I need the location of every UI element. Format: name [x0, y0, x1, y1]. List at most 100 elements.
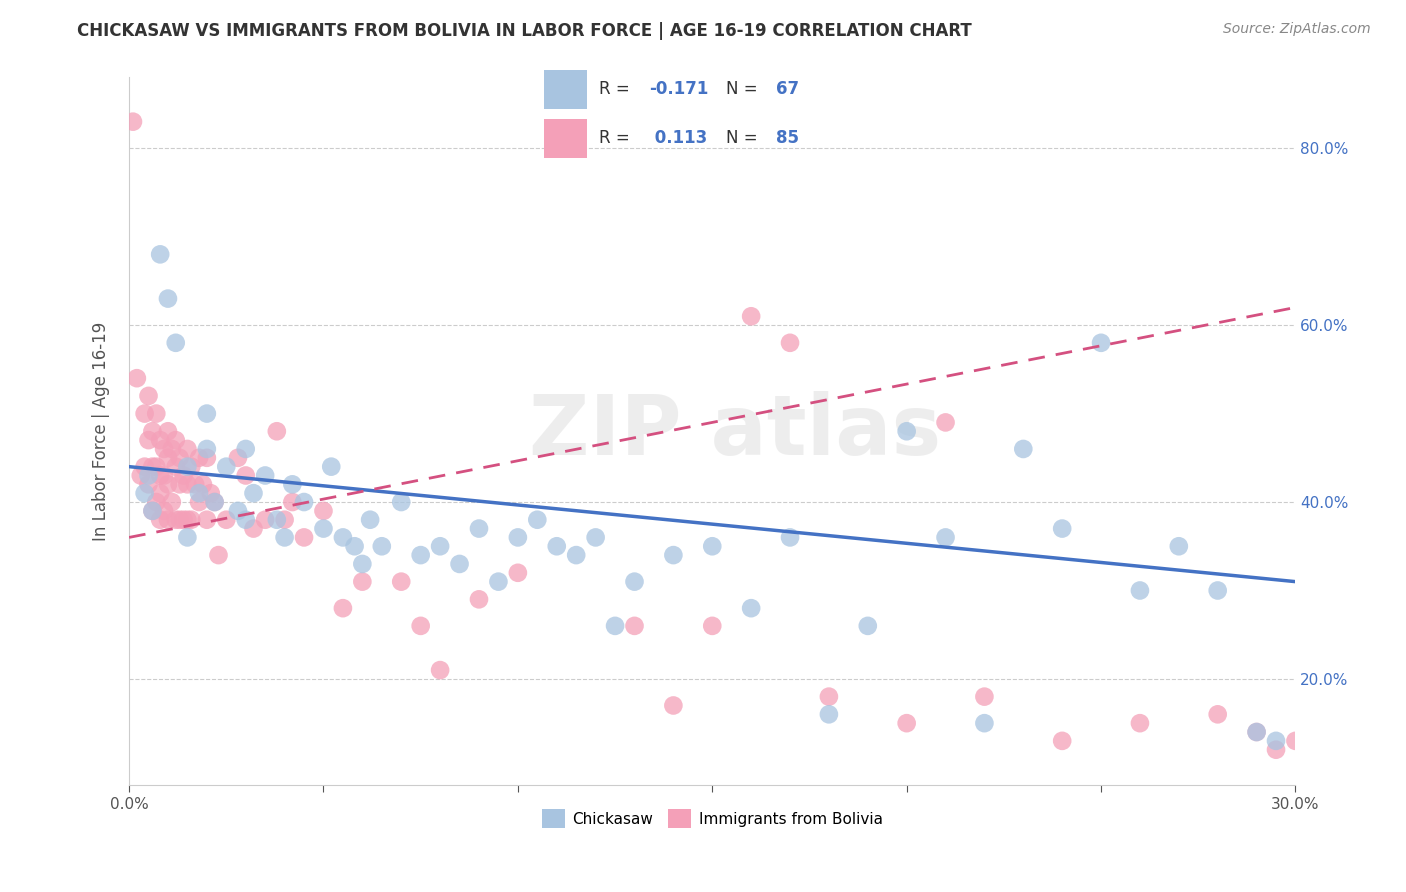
Point: [125, 371, 148, 385]
Point: [173, 513, 195, 527]
Point: [818, 690, 841, 704]
Point: [165, 459, 187, 474]
Point: [343, 539, 366, 553]
Point: [429, 663, 451, 677]
Point: [141, 459, 163, 474]
Point: [973, 690, 995, 704]
Point: [160, 442, 183, 456]
Point: [585, 530, 607, 544]
Point: [235, 468, 257, 483]
Point: [200, 486, 222, 500]
Text: ZIP atlas: ZIP atlas: [530, 391, 942, 472]
Point: [1206, 583, 1229, 598]
Text: R =: R =: [599, 80, 636, 98]
Point: [235, 513, 257, 527]
Point: [149, 433, 172, 447]
Point: [506, 530, 529, 544]
Point: [488, 574, 510, 589]
Point: [176, 530, 198, 544]
Point: [1284, 734, 1306, 748]
Point: [1129, 583, 1152, 598]
Point: [149, 247, 172, 261]
Point: [468, 592, 491, 607]
Point: [138, 468, 160, 483]
Point: [242, 522, 264, 536]
Point: [1265, 742, 1288, 756]
Point: [195, 442, 218, 456]
Point: [1129, 716, 1152, 731]
Point: [1246, 725, 1268, 739]
Point: [180, 459, 202, 474]
Bar: [544, 70, 586, 109]
Point: [973, 716, 995, 731]
Point: [169, 513, 191, 527]
Point: [266, 513, 288, 527]
Point: [153, 468, 176, 483]
Point: [145, 459, 167, 474]
Point: [254, 513, 277, 527]
Point: [160, 495, 183, 509]
Point: [149, 486, 172, 500]
Bar: [544, 119, 586, 158]
Point: [371, 539, 394, 553]
Point: [153, 504, 176, 518]
Text: R =: R =: [599, 129, 636, 147]
Point: [1012, 442, 1035, 456]
Point: [134, 486, 156, 500]
Point: [321, 459, 343, 474]
Text: 0.113: 0.113: [648, 129, 707, 147]
Point: [856, 619, 879, 633]
Point: [352, 557, 374, 571]
Point: [169, 450, 191, 465]
Point: [122, 114, 145, 128]
Text: 85: 85: [776, 129, 799, 147]
Point: [145, 407, 167, 421]
Point: [935, 416, 957, 430]
Point: [180, 513, 202, 527]
Point: [740, 310, 762, 324]
Point: [191, 477, 214, 491]
Point: [468, 522, 491, 536]
Point: [149, 468, 172, 483]
Point: [1206, 707, 1229, 722]
Point: [1265, 734, 1288, 748]
Y-axis label: In Labor Force | Age 16-19: In Labor Force | Age 16-19: [93, 322, 110, 541]
Point: [273, 530, 295, 544]
Point: [662, 698, 685, 713]
Point: [312, 504, 335, 518]
Point: [779, 530, 801, 544]
Point: [352, 574, 374, 589]
Point: [156, 292, 179, 306]
Point: [429, 539, 451, 553]
Point: [141, 504, 163, 518]
Point: [281, 477, 304, 491]
Point: [176, 459, 198, 474]
Point: [226, 450, 249, 465]
Point: [702, 619, 724, 633]
Point: [603, 619, 626, 633]
Point: [149, 513, 172, 527]
Point: [165, 335, 187, 350]
Point: [145, 495, 167, 509]
Text: -0.171: -0.171: [648, 80, 709, 98]
Point: [138, 389, 160, 403]
Point: [165, 433, 187, 447]
Point: [389, 574, 412, 589]
Point: [188, 495, 211, 509]
Point: [176, 513, 198, 527]
Point: [565, 548, 588, 562]
Point: [740, 601, 762, 615]
Point: [935, 530, 957, 544]
Point: [173, 468, 195, 483]
Point: [506, 566, 529, 580]
Point: [449, 557, 471, 571]
Text: 67: 67: [776, 80, 799, 98]
Point: [332, 601, 354, 615]
Point: [176, 442, 198, 456]
Point: [204, 495, 226, 509]
Point: [623, 574, 645, 589]
Point: [138, 433, 160, 447]
Point: [1167, 539, 1189, 553]
Point: [779, 335, 801, 350]
Point: [409, 619, 432, 633]
